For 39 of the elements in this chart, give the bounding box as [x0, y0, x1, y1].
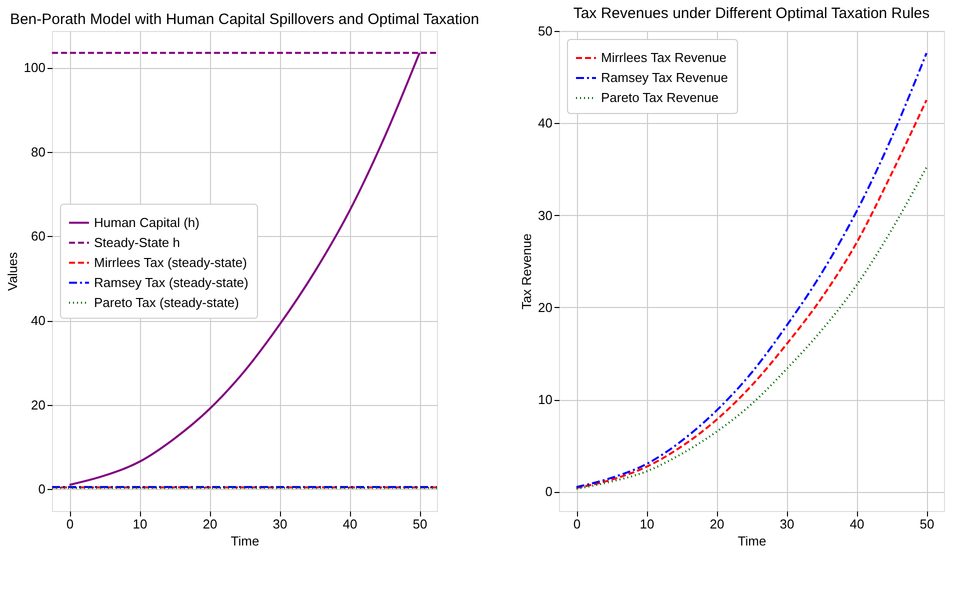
legend-label: Steady-State h	[94, 234, 180, 250]
y-axis-title: Tax Revenue	[519, 234, 534, 310]
x-axis-title: Time	[738, 534, 766, 548]
y-tick-label: 40	[538, 116, 552, 131]
legend-label: Mirrlees Tax Revenue	[601, 50, 726, 65]
y-tick-label: 0	[545, 484, 552, 500]
y-axis-title: Values	[4, 252, 20, 291]
y-tick-label: 80	[31, 144, 46, 160]
y-tick-label: 50	[538, 24, 552, 38]
x-tick-label: 30	[780, 516, 794, 532]
x-tick-label: 0	[573, 516, 581, 532]
x-tick-label: 20	[710, 516, 724, 532]
y-tick-label: 10	[538, 392, 552, 408]
legend-label: Ramsey Tax (steady-state)	[94, 274, 248, 290]
x-tick-label: 0	[66, 516, 74, 532]
chart-title: Tax Revenues under Different Optimal Taxation Rules	[573, 5, 930, 22]
legend-label: Mirrlees Tax (steady-state)	[94, 254, 247, 270]
x-tick-label: 20	[202, 516, 218, 532]
legend-label: Pareto Tax Revenue	[601, 90, 719, 105]
line-series	[576, 166, 928, 490]
y-tick-label: 60	[31, 228, 46, 244]
y-tick-label: 20	[31, 397, 46, 412]
x-tick-label: 10	[640, 516, 654, 532]
y-tick-label: 30	[538, 208, 552, 223]
y-tick-label: 40	[31, 313, 46, 328]
chart-title: Ben-Porath Model with Human Capital Spillovers and Optimal Taxation	[10, 11, 480, 28]
legend-label: Ramsey Tax Revenue	[601, 70, 728, 85]
x-axis-title: Time	[230, 534, 260, 548]
y-tick-label: 100	[24, 60, 46, 76]
x-tick-label: 10	[132, 516, 148, 532]
x-tick-label: 50	[412, 516, 428, 532]
legend-label: Pareto Tax (steady-state)	[94, 294, 239, 310]
x-tick-label: 40	[850, 516, 864, 532]
legend-label: Human Capital (h)	[94, 214, 200, 230]
y-tick-label: 0	[38, 482, 46, 497]
y-tick-label: 20	[538, 300, 552, 315]
x-tick-label: 30	[272, 516, 288, 532]
x-tick-label: 40	[342, 516, 358, 532]
x-tick-label: 50	[920, 516, 934, 532]
